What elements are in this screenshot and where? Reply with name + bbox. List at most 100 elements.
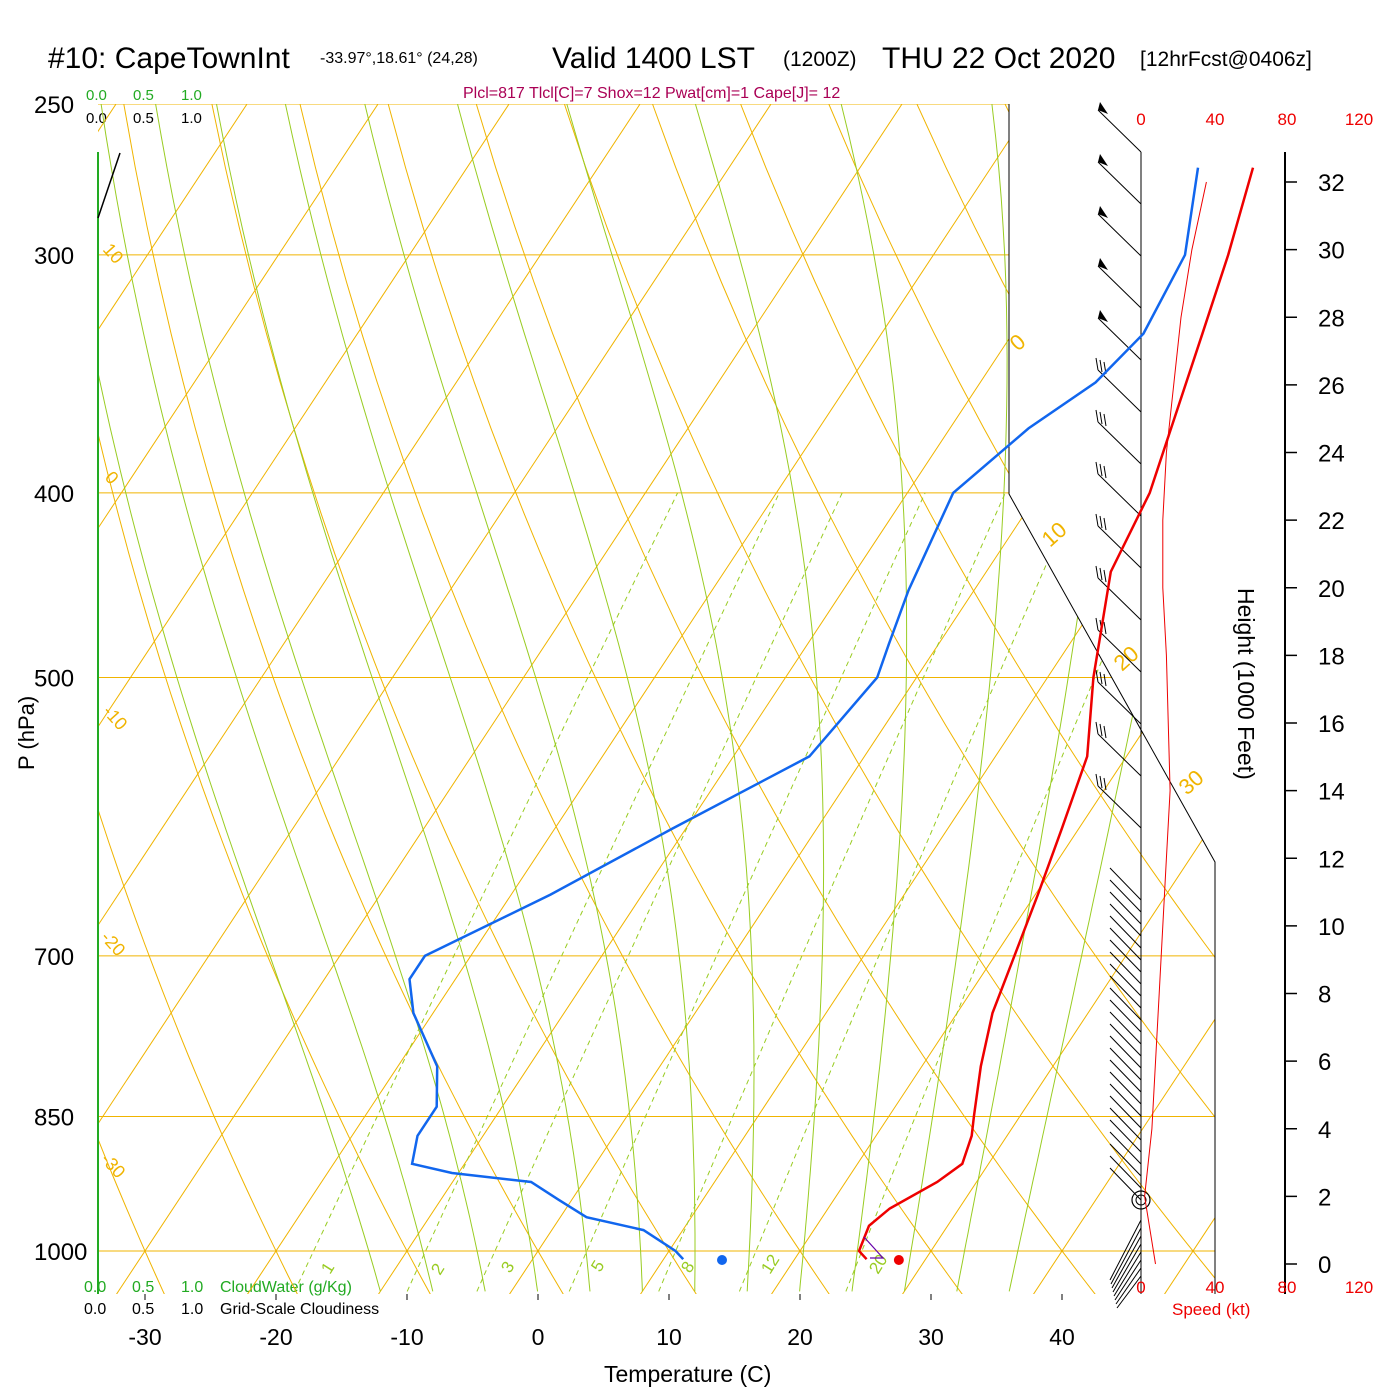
plot-frame	[97, 104, 1286, 1294]
moist-adiabat	[100, 104, 434, 1292]
height-tick-label: 14	[1318, 779, 1345, 806]
mixing-ratio-label: 2	[427, 1260, 448, 1278]
wind-barb-surface	[1114, 1259, 1142, 1301]
dry-adiabat-label: -30	[97, 1149, 129, 1182]
wind-barb-surface	[1112, 1243, 1142, 1293]
wind-barb-low	[1109, 975, 1142, 1009]
wind-barb-low	[1109, 1035, 1142, 1069]
wind-barb-low	[1109, 1155, 1142, 1189]
isotherm	[767, 104, 1215, 1294]
chart-title-valid: Valid 1400 LST	[552, 42, 755, 75]
wind-barb-surface	[1111, 1235, 1142, 1289]
moist-adiabat	[840, 104, 908, 1292]
height-tick-label: 0	[1318, 1252, 1331, 1279]
wind-barb-low	[1109, 867, 1142, 901]
wind-barb-low	[1109, 891, 1142, 925]
isotherm	[98, 104, 775, 1294]
wind-barb	[1097, 102, 1142, 153]
isotherm	[243, 104, 1037, 1294]
wind-barb	[1095, 513, 1142, 569]
mixing-ratio-line	[738, 492, 1078, 1292]
isotherm	[636, 104, 1215, 1294]
wind-barb-low	[1109, 927, 1142, 961]
cloud-water-label: CloudWater (g/Kg)	[220, 1279, 352, 1296]
mixing-ratio-line	[568, 492, 926, 1292]
chart-title-date: THU 22 Oct 2020	[882, 42, 1115, 75]
background-lines	[98, 104, 1400, 1307]
dry-adiabat	[98, 104, 438, 1294]
mixing-ratio-line	[294, 492, 679, 1292]
wind-barb-surface	[1116, 1275, 1142, 1309]
wind-barb	[1095, 565, 1142, 621]
mixing-ratio-label: 20	[865, 1251, 891, 1277]
height-axis-label: Height (1000 Feet)	[1233, 588, 1259, 780]
height-tick-label: 6	[1318, 1049, 1331, 1076]
dry-adiabat	[98, 104, 171, 1294]
cloud-scale-top-black-1: 0.5	[133, 110, 154, 127]
wind-barb-low	[1109, 1023, 1142, 1057]
wind-barb-low	[1109, 1059, 1142, 1093]
chart-title-forecast: [12hrFcst@0406z]	[1140, 48, 1312, 71]
dry-adiabat	[1358, 104, 1400, 1307]
dry-adiabat	[563, 104, 1215, 1294]
dry-adiabat-label: 10	[99, 239, 127, 267]
dry-adiabat	[98, 104, 305, 1294]
moist-adiabat	[98, 104, 381, 1292]
wind-barb-surface	[1115, 1267, 1142, 1305]
height-tick-label: 18	[1318, 643, 1345, 670]
wind-barb-low	[1109, 999, 1142, 1033]
speed-tick-label-bottom: 40	[1206, 1278, 1225, 1297]
y-axis-label: P (hPa)	[14, 696, 39, 770]
surface-temperature-dot	[893, 1255, 904, 1265]
wind-barb-low	[1109, 951, 1142, 985]
mixing-ratio-line	[476, 492, 843, 1292]
chart-title-station: #10: CapeTownInt	[48, 42, 290, 75]
x-axis-label: Temperature (C)	[604, 1361, 771, 1387]
wind-barb	[1095, 721, 1142, 777]
wind-barb-low	[1109, 915, 1142, 949]
wind-barb-low	[1109, 963, 1142, 997]
wind-barb-low	[1109, 1083, 1142, 1117]
isotherm	[898, 104, 1215, 1294]
speed-axis-label: Speed (kt)	[1172, 1300, 1250, 1319]
mixing-ratio-line	[406, 492, 780, 1292]
wind-barb-low	[1109, 1047, 1142, 1081]
pressure-tick-label: 500	[34, 666, 74, 693]
wind-barb	[1097, 206, 1142, 257]
wind-barb-low	[1109, 1119, 1142, 1153]
chart-title-zulu: (1200Z)	[783, 48, 857, 71]
wind-barb-low	[1109, 1167, 1142, 1201]
wind-barb-surface	[1110, 1227, 1142, 1285]
mixing-ratio-line	[658, 492, 1006, 1292]
moist-adiabat	[694, 104, 825, 1292]
speed-tick-label-top: 0	[1136, 110, 1145, 129]
height-tick-label: 8	[1318, 982, 1331, 1009]
speed-tick-label-bottom: 0	[1136, 1278, 1145, 1297]
dry-adiabat	[1269, 104, 1400, 1307]
cloud-scale-top-black-0: 0.0	[86, 110, 107, 127]
chart-title-coords: -33.97°,18.61° (24,28)	[320, 50, 478, 67]
wind-barb-low	[1109, 1131, 1142, 1165]
dry-adiabat	[1004, 104, 1215, 1294]
wind-barb-low	[1109, 1143, 1142, 1177]
isotherm	[505, 104, 1215, 1294]
dry-adiabat	[740, 104, 1215, 1294]
height-tick-label: 10	[1318, 914, 1345, 941]
dry-adiabat	[211, 104, 705, 1294]
dry-adiabat	[387, 104, 973, 1294]
isotherm	[98, 104, 513, 1294]
cloud-scale-top: 0.0 0.5 1.0 0.0 0.5 1.0	[86, 87, 202, 127]
calm-wind-circle	[1131, 1190, 1151, 1210]
temperature-tick-label: 20	[787, 1324, 813, 1350]
stability-indices: Plcl=817 Tlcl[C]=7 Shox=12 Pwat[cm]=1 Ca…	[463, 85, 840, 102]
cloud-scale-top-black-2: 1.0	[181, 110, 202, 127]
isotherm	[98, 104, 382, 1294]
speed-tick-label-top: 80	[1278, 110, 1297, 129]
wind-barb	[1097, 154, 1142, 205]
cloudiness-label: Grid-Scale Cloudiness	[220, 1301, 379, 1318]
wind-barb-low	[1109, 939, 1142, 973]
height-tick-label: 26	[1318, 373, 1345, 400]
wind-speed-line	[1144, 181, 1207, 1265]
temperature-tick-label: -10	[390, 1324, 423, 1350]
